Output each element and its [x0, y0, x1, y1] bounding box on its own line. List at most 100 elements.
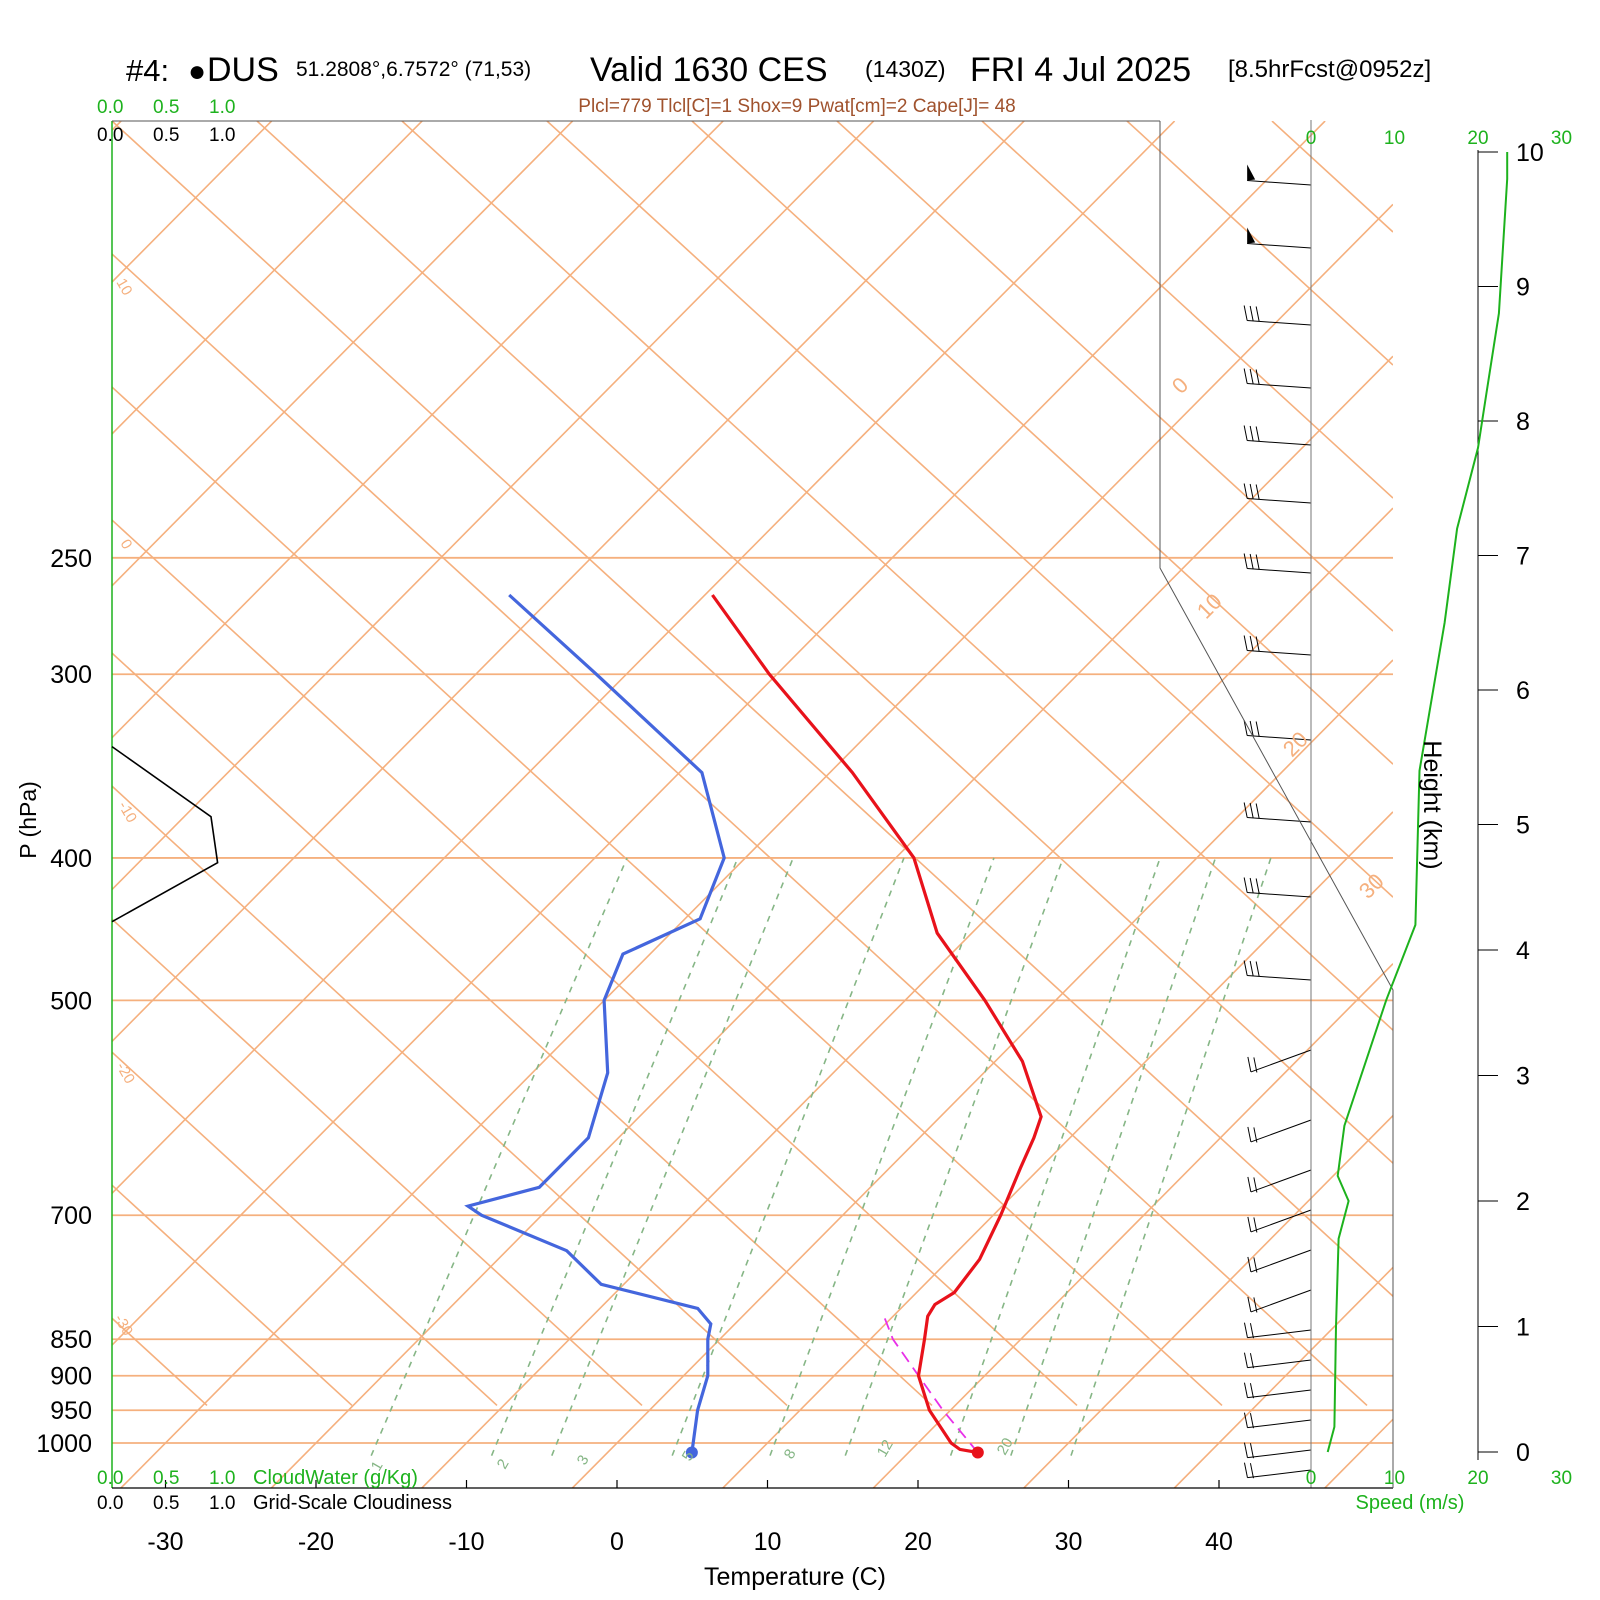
- mixing-ratio-line: [949, 857, 1161, 1456]
- speed-tick-bottom: 30: [1551, 1468, 1572, 1489]
- cloudwater-tick-bottom: 1.0: [209, 1468, 235, 1489]
- wind-barb-staff: [1247, 1419, 1312, 1429]
- wind-barb-staff: [1250, 1049, 1312, 1073]
- isotherm-line: [1173, 1266, 1393, 1488]
- wind-barb-feather: [1253, 1127, 1258, 1143]
- y-axis-title: P (hPa): [15, 781, 41, 859]
- surface-temperature-dot: [971, 1446, 984, 1459]
- potential-temp-line: [1126, 121, 1393, 366]
- cloudiness-tick-top: 0.5: [153, 125, 179, 146]
- wind-barb: [1247, 1049, 1312, 1073]
- wind-barb-feather: [1243, 960, 1248, 976]
- potential-temp-line: [112, 1184, 353, 1406]
- wind-barb-feather: [1249, 635, 1254, 652]
- wind-barb: [1243, 1322, 1312, 1339]
- isotherm-label: -30: [111, 1312, 137, 1339]
- wind-barb-feather: [1243, 802, 1248, 818]
- wind-barb-feather: [1243, 305, 1248, 321]
- mixing-ratio-label: 3: [574, 1452, 593, 1468]
- cloudwater-tick-top: 1.0: [209, 97, 235, 118]
- height-tick-label: 2: [1516, 1188, 1530, 1216]
- potential-temp-line: [112, 386, 1223, 1406]
- wind-barb-feather: [1243, 1352, 1248, 1368]
- wind-barb-feather: [1249, 1383, 1254, 1399]
- wind-barb-feather: [1253, 1057, 1258, 1073]
- x-tick-label: 40: [1205, 1528, 1233, 1556]
- isotherm-label: -10: [115, 799, 141, 826]
- wind-barb: [1247, 1169, 1312, 1193]
- wind-barb: [1247, 1209, 1312, 1233]
- wind-barb-feather: [1255, 803, 1260, 819]
- wind-barb-staff: [1250, 1289, 1312, 1313]
- station-coords: 51.2808°,6.7572° (71,53): [296, 58, 531, 81]
- wind-barb-feather: [1247, 1056, 1252, 1073]
- wind-barb: [1243, 877, 1312, 898]
- wind-barb-feather: [1255, 554, 1260, 570]
- potential-temp-line: [112, 1317, 208, 1406]
- pressure-label: 400: [50, 845, 92, 873]
- height-axis-title: Height (km): [1418, 740, 1446, 869]
- diagram-right-border: [1159, 121, 1394, 1488]
- wind-barb-feather: [1255, 878, 1260, 894]
- cloudiness-tick-bottom: 0.5: [153, 1493, 179, 1514]
- wind-barb: [1243, 720, 1312, 741]
- wind-barb-staff: [1247, 892, 1312, 898]
- isotherm-line: [112, 121, 423, 435]
- sounding-profiles: [464, 593, 1043, 1459]
- mixing-ratio-line: [1010, 857, 1217, 1456]
- x-tick-label: 10: [754, 1528, 782, 1556]
- height-tick-label: 0: [1516, 1439, 1530, 1467]
- pressure-label: 850: [50, 1326, 92, 1354]
- speed-tick-bottom: 20: [1467, 1468, 1488, 1489]
- potential-temp-line: [691, 121, 1393, 765]
- wind-barb-staff: [1247, 568, 1312, 574]
- isotherm-line: [112, 121, 1326, 1346]
- wind-barb-staff: [1247, 498, 1312, 504]
- wind-barb-feather: [1249, 720, 1254, 737]
- mixing-ratio-line: [490, 857, 739, 1456]
- cloudiness-tick-bottom: 1.0: [209, 1493, 235, 1514]
- wind-barb-staff: [1247, 1359, 1312, 1369]
- x-tick-label: -10: [448, 1528, 484, 1556]
- isotherm-line: [112, 121, 1025, 1042]
- wind-barb-feather: [1247, 1126, 1252, 1143]
- mixing-ratio-label: 12: [874, 1437, 897, 1460]
- parcel-trace: [883, 1315, 979, 1454]
- indices-line: Plcl=779 Tlcl[C]=1 Shox=9 Pwat[cm]=2 Cap…: [578, 96, 1015, 117]
- forecast-date: FRI 4 Jul 2025: [970, 51, 1191, 89]
- wind-barb-feather: [1255, 484, 1260, 500]
- wind-barb-feather: [1249, 1463, 1254, 1479]
- potential-temp-line: [112, 652, 933, 1406]
- wind-barb-staff: [1247, 440, 1312, 446]
- wind-barb-feather: [1253, 1217, 1258, 1233]
- potential-temp-line: [546, 121, 1393, 898]
- height-tick-label: 10: [1516, 139, 1544, 167]
- x-tick-label: 20: [904, 1528, 932, 1556]
- x-tick-label: 0: [610, 1528, 624, 1556]
- isotherm-line: [112, 121, 724, 739]
- wind-barb-feather: [1247, 1296, 1252, 1313]
- wind-barb-staff: [1247, 243, 1312, 249]
- wind-barb-feather: [1243, 1322, 1248, 1338]
- cloudwater-label: CloudWater (g/Kg): [253, 1467, 418, 1489]
- pressure-label: 900: [50, 1363, 92, 1391]
- cloudwater-tick-top: 0.0: [97, 97, 123, 118]
- isotherm-label: -20: [113, 1060, 139, 1087]
- x-tick-label: -30: [147, 1528, 183, 1556]
- temperature-profile: [711, 594, 1043, 1455]
- potential-temp-line: [836, 121, 1393, 632]
- mixing-ratio-label: 2: [494, 1456, 513, 1472]
- pressure-label: 1000: [36, 1430, 92, 1458]
- isotherm-line: [112, 121, 1176, 1194]
- wind-barb-feather: [1255, 369, 1260, 385]
- wind-barb-feather: [1249, 483, 1254, 500]
- wind-barb-feather: [1243, 1412, 1248, 1428]
- x-tick-label: -20: [298, 1528, 334, 1556]
- mixing-ratio-line: [1070, 857, 1272, 1456]
- wind-barb-feather: [1249, 960, 1254, 977]
- wind-barb-feather: [1255, 426, 1260, 442]
- valid-time: Valid 1630 CES: [590, 51, 828, 89]
- height-tick-label: 8: [1516, 408, 1530, 436]
- cloudiness-tick-bottom: 0.0: [97, 1493, 123, 1514]
